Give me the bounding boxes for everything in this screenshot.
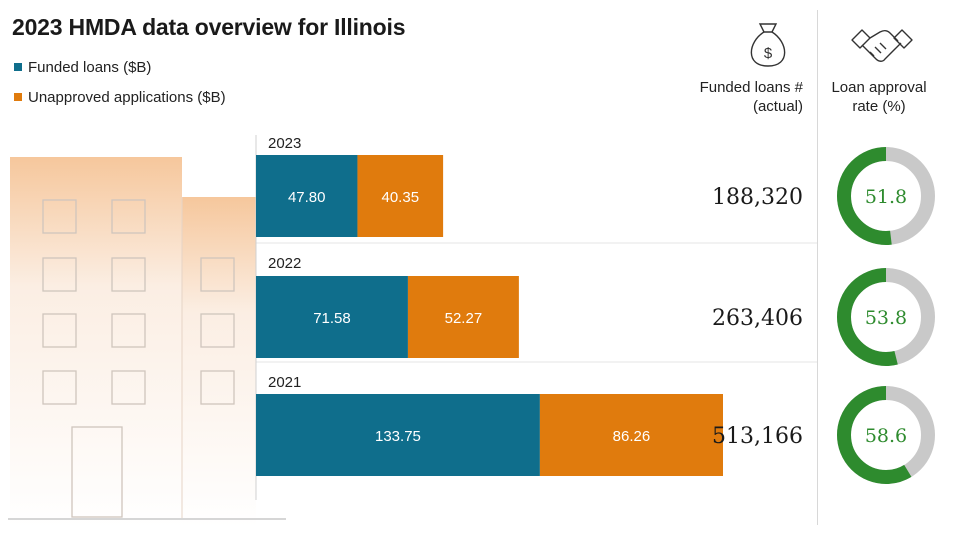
bar-funded-label: 47.80	[288, 189, 326, 206]
bar-funded-label: 71.58	[313, 310, 351, 327]
chart-title: 2023 HMDA data overview for Illinois	[12, 14, 406, 40]
legend-funded: Funded loans ($B)	[14, 59, 151, 76]
funded-count-header-label: Funded loans # (actual)	[699, 79, 803, 115]
bar-funded	[256, 276, 408, 358]
approval-rate-label: 58.6	[865, 425, 907, 447]
building-illustration	[10, 157, 256, 527]
legend-unapproved-label: Unapproved applications ($B)	[28, 89, 226, 106]
handshake-icon	[851, 29, 913, 62]
svg-text:$: $	[764, 45, 773, 62]
year-label: 2022	[268, 255, 301, 272]
legend-funded-swatch	[14, 63, 22, 71]
funded-loans-count: 513,166	[712, 424, 803, 449]
legend-unapproved-swatch	[14, 93, 22, 101]
bar-unapproved-label: 52.27	[445, 310, 483, 327]
bar-unapproved-label: 86.26	[613, 428, 651, 445]
approval-ring-value	[837, 147, 935, 245]
bar-unapproved	[407, 276, 519, 358]
approval-ring-value	[837, 268, 935, 366]
bar-unapproved	[357, 155, 444, 237]
year-label: 2021	[268, 374, 301, 391]
approval-rate-header-label: Loan approval rate (%)	[831, 79, 927, 115]
bar-funded	[256, 155, 358, 237]
money-bag-icon: $	[750, 23, 786, 67]
funded-loans-count: 188,320	[712, 185, 803, 210]
approval-rate-header: Loan approval rate (%)	[812, 78, 946, 116]
year-label: 2023	[268, 135, 301, 152]
funded-loans-count: 263,406	[712, 306, 803, 331]
ground-line	[8, 518, 286, 520]
column-separator	[817, 10, 818, 525]
legend-unapproved: Unapproved applications ($B)	[14, 89, 226, 106]
bar-unapproved	[539, 394, 723, 476]
bar-funded-label: 133.75	[375, 428, 421, 445]
funded-count-header: Funded loans # (actual)	[660, 78, 803, 116]
approval-rate-label: 53.8	[865, 307, 907, 329]
bar-funded	[256, 394, 540, 476]
legend-funded-label: Funded loans ($B)	[28, 59, 152, 76]
approval-ring-value	[837, 386, 935, 484]
bar-unapproved-label: 40.35	[382, 189, 420, 206]
approval-rate-label: 51.8	[865, 186, 907, 208]
